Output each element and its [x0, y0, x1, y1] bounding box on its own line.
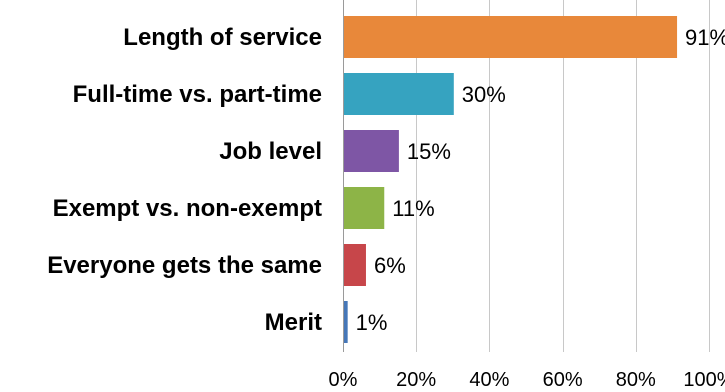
category-label: Job level: [219, 138, 322, 165]
category-label: Full-time vs. part-time: [73, 81, 322, 108]
category-label: Merit: [265, 309, 322, 336]
bar-length-of-service: [344, 16, 677, 58]
value-label: 1%: [356, 310, 388, 335]
bar-job-level: [344, 130, 399, 172]
bars: [344, 16, 677, 343]
value-label: 30%: [462, 82, 506, 107]
bar-everyone-gets-the-same: [344, 244, 366, 286]
bar-exempt-vs-non-exempt: [344, 187, 384, 229]
bar-full-time-vs-part-time: [344, 73, 454, 115]
x-tick-label: 80%: [616, 369, 656, 391]
value-label: 91%: [685, 25, 725, 50]
category-label: Length of service: [123, 24, 322, 51]
value-label: 6%: [374, 253, 406, 278]
x-tick-label: 20%: [396, 369, 436, 391]
category-label: Everyone gets the same: [47, 252, 322, 279]
x-tick-label: 100%: [683, 369, 725, 391]
value-label: 11%: [392, 196, 434, 221]
category-label: Exempt vs. non-exempt: [53, 195, 322, 222]
bar-merit: [344, 301, 348, 343]
x-tick-label: 60%: [543, 369, 583, 391]
x-tick-label: 0%: [329, 369, 358, 391]
value-label: 15%: [407, 139, 451, 164]
x-tick-label: 40%: [469, 369, 509, 391]
